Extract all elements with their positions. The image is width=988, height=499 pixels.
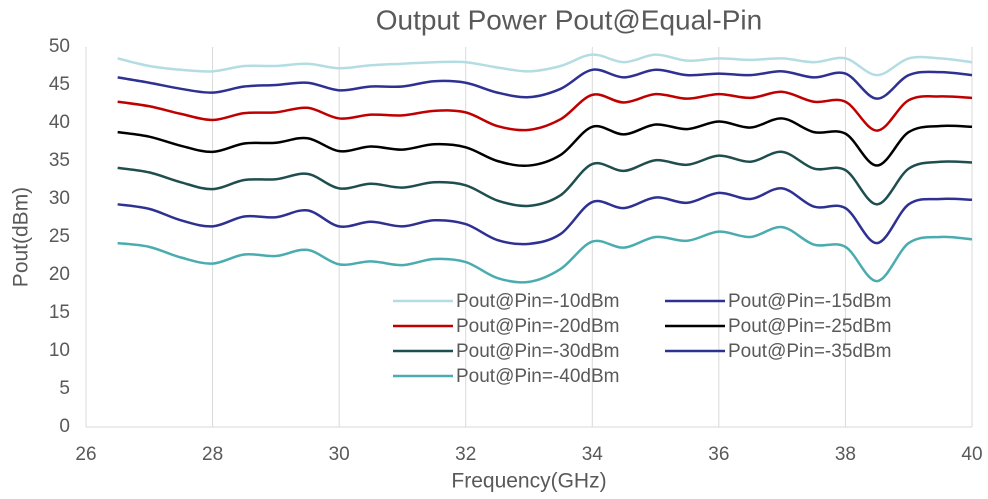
x-axis-label: Frequency(GHz) xyxy=(451,470,606,493)
series-line xyxy=(117,53,973,77)
x-tick-label: 30 xyxy=(329,444,350,465)
series-line xyxy=(117,117,973,168)
x-tick-label: 38 xyxy=(835,444,856,465)
x-tick-label: 36 xyxy=(708,444,729,465)
x-tick-label: 28 xyxy=(202,444,223,465)
series-line xyxy=(117,150,973,208)
x-tick-label: 32 xyxy=(455,444,476,465)
y-tick-label: 30 xyxy=(49,188,70,209)
legend-label: Pout@Pin=-10dBm xyxy=(456,291,619,312)
y-tick-label: 50 xyxy=(49,36,70,57)
y-tick-label: 35 xyxy=(49,150,70,171)
y-tick-label: 20 xyxy=(49,264,70,285)
series-line xyxy=(117,225,973,284)
x-tick-label: 40 xyxy=(961,444,982,465)
legend-label: Pout@Pin=-30dBm xyxy=(456,341,619,362)
y-tick-label: 15 xyxy=(49,302,70,323)
chart-title: Output Power Pout@Equal-Pin xyxy=(376,4,762,35)
legend-label: Pout@Pin=-15dBm xyxy=(728,291,891,312)
legend-label: Pout@Pin=-35dBm xyxy=(728,341,891,362)
y-tick-label: 45 xyxy=(49,74,70,95)
x-tick-label: 34 xyxy=(582,444,604,465)
y-tick-label: 5 xyxy=(59,378,70,399)
y-tick-label: 10 xyxy=(49,340,70,361)
y-tick-label: 40 xyxy=(49,112,70,133)
y-axis-label: Pout(dBm) xyxy=(10,187,33,287)
x-tick-label: 26 xyxy=(75,444,96,465)
y-tick-label: 0 xyxy=(59,416,70,437)
legend-label: Pout@Pin=-25dBm xyxy=(728,316,891,337)
legend-label: Pout@Pin=-20dBm xyxy=(456,316,619,337)
series-line xyxy=(117,68,973,100)
legend-label: Pout@Pin=-40dBm xyxy=(456,366,619,387)
y-tick-label: 25 xyxy=(49,226,70,247)
series-line xyxy=(117,90,973,132)
series-line xyxy=(117,187,973,246)
